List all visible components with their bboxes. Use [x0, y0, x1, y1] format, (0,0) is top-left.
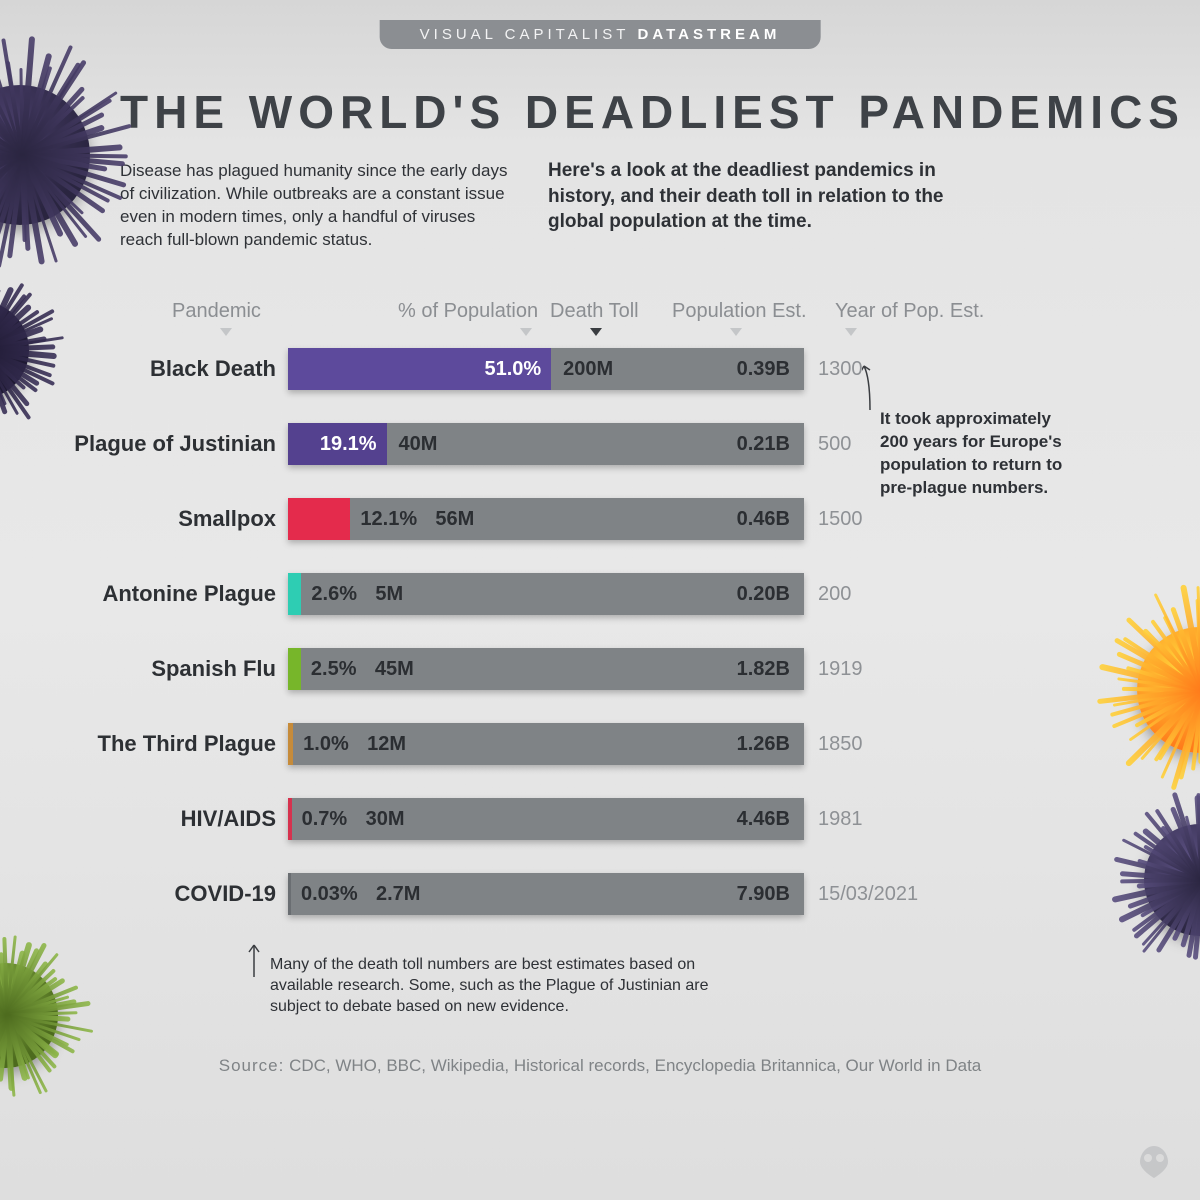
bar: 19.1% 40M 0.21B	[288, 423, 804, 465]
year-label: 1981	[818, 798, 863, 840]
pct-label: 0.03%	[301, 873, 358, 915]
population-est: 4.46B	[737, 798, 790, 840]
banner-brand-bold: DATASTREAM	[638, 26, 781, 43]
pandemic-name: COVID-19	[48, 881, 276, 907]
pct-label: 51.0%	[484, 348, 541, 390]
header-toll: Death Toll	[550, 300, 639, 323]
pandemic-name: Smallpox	[48, 506, 276, 532]
intro-left: Disease has plagued humanity since the e…	[120, 160, 520, 252]
death-toll: 40M	[399, 423, 438, 465]
banner-brand-light: VISUAL CAPITALIST	[420, 26, 630, 43]
bar-fill	[288, 723, 293, 765]
sort-icon	[730, 328, 742, 336]
population-est: 0.20B	[737, 573, 790, 615]
bar: 2.6% 5M 0.20B	[288, 573, 804, 615]
bar: 0.7% 30M 4.46B	[288, 798, 804, 840]
population-est: 1.82B	[737, 648, 790, 690]
year-label: 1919	[818, 648, 863, 690]
bar: 12.1% 56M 0.46B	[288, 498, 804, 540]
bar-fill	[288, 648, 301, 690]
banner: VISUAL CAPITALIST DATASTREAM	[380, 20, 821, 49]
annotation-black-death: It took approximately 200 years for Euro…	[880, 408, 1080, 500]
pandemic-name: HIV/AIDS	[48, 806, 276, 832]
year-label: 1300	[818, 348, 863, 390]
header-pop: Population Est.	[672, 300, 807, 323]
population-est: 7.90B	[737, 873, 790, 915]
death-toll: 30M	[366, 798, 405, 840]
year-label: 500	[818, 423, 851, 465]
chart-row: HIV/AIDS 0.7% 30M 4.46B 1981	[48, 798, 1068, 873]
sort-icon	[845, 328, 857, 336]
virus-decoration	[0, 280, 50, 420]
source-line: Source: CDC, WHO, BBC, Wikipedia, Histor…	[0, 1056, 1200, 1076]
virus-decoration	[0, 55, 120, 255]
death-toll: 2.7M	[376, 873, 420, 915]
chart-row: COVID-19 0.03% 2.7M 7.90B 15/03/2021	[48, 873, 1068, 948]
header-pct: % of Population	[398, 300, 538, 323]
sort-icon-active	[590, 328, 602, 336]
population-est: 0.21B	[737, 423, 790, 465]
virus-decoration	[1120, 800, 1200, 960]
death-toll: 5M	[375, 573, 403, 615]
bar-fill	[288, 498, 350, 540]
brand-logo-icon	[1130, 1140, 1178, 1180]
bar-fill	[288, 873, 291, 915]
year-label: 200	[818, 573, 851, 615]
pct-label: 12.1%	[360, 498, 417, 540]
bar: 0.03% 2.7M 7.90B	[288, 873, 804, 915]
source-text: CDC, WHO, BBC, Wikipedia, Historical rec…	[289, 1056, 981, 1075]
pct-label: 0.7%	[302, 798, 348, 840]
pct-label: 2.5%	[311, 648, 357, 690]
bar: 1.0% 12M 1.26B	[288, 723, 804, 765]
source-label: Source:	[219, 1056, 285, 1075]
header-year: Year of Pop. Est.	[835, 300, 984, 323]
pandemic-name: The Third Plague	[48, 731, 276, 757]
year-label: 1850	[818, 723, 863, 765]
chart-row: Smallpox 12.1% 56M 0.46B 1500	[48, 498, 1068, 573]
death-toll: 45M	[375, 648, 414, 690]
pandemic-name: Plague of Justinian	[48, 431, 276, 457]
footnote-text: Many of the death toll numbers are best …	[270, 955, 750, 1017]
bar-fill	[288, 798, 292, 840]
pct-label: 1.0%	[303, 723, 349, 765]
page-title: THE WORLD'S DEADLIEST PANDEMICS	[120, 85, 1185, 139]
population-est: 0.46B	[737, 498, 790, 540]
sort-icon	[220, 328, 232, 336]
pct-label: 19.1%	[320, 423, 377, 465]
bar-fill	[288, 573, 301, 615]
death-toll: 200M	[563, 348, 613, 390]
virus-decoration	[1110, 600, 1200, 780]
chart-row: Antonine Plague 2.6% 5M 0.20B 200	[48, 573, 1068, 648]
sort-icon	[520, 328, 532, 336]
population-est: 1.26B	[737, 723, 790, 765]
intro-right: Here's a look at the deadliest pandemics…	[548, 158, 968, 235]
pandemic-name: Black Death	[48, 356, 276, 382]
chart-row: The Third Plague 1.0% 12M 1.26B 1850	[48, 723, 1068, 798]
bar: 51.0% 200M 0.39B	[288, 348, 804, 390]
population-est: 0.39B	[737, 348, 790, 390]
year-label: 1500	[818, 498, 863, 540]
header-pandemic: Pandemic	[172, 300, 261, 323]
chart-row: Spanish Flu 2.5% 45M 1.82B 1919	[48, 648, 1068, 723]
death-toll: 56M	[435, 498, 474, 540]
pandemic-name: Spanish Flu	[48, 656, 276, 682]
bar: 2.5% 45M 1.82B	[288, 648, 804, 690]
death-toll: 12M	[367, 723, 406, 765]
pct-label: 2.6%	[311, 573, 357, 615]
year-label: 15/03/2021	[818, 873, 918, 915]
pandemic-name: Antonine Plague	[48, 581, 276, 607]
